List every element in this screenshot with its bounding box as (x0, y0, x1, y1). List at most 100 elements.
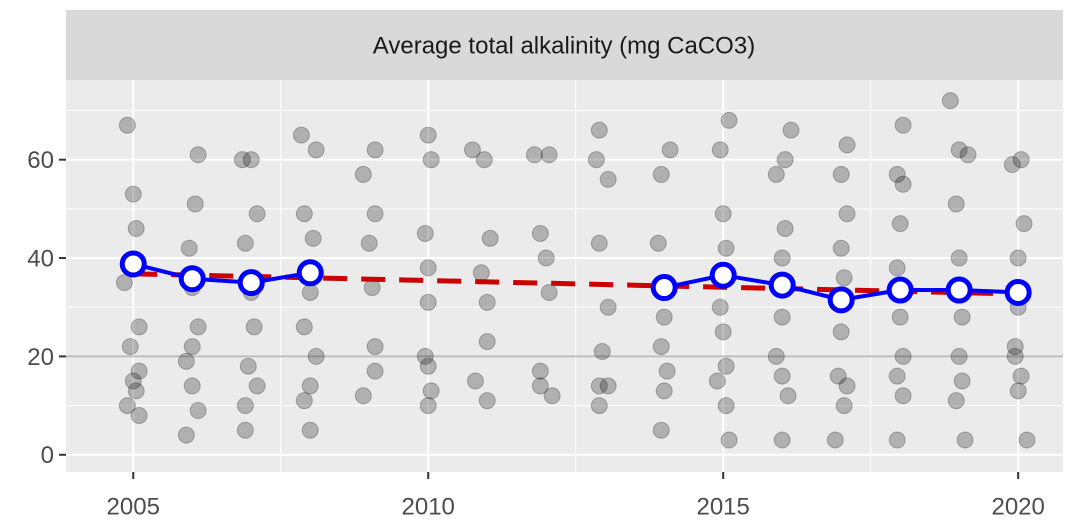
point (189, 318, 207, 336)
point (481, 229, 499, 247)
point (366, 362, 384, 380)
line (132, 262, 311, 285)
point (590, 397, 608, 415)
point (888, 367, 906, 385)
point (419, 126, 437, 144)
point (1012, 151, 1030, 169)
point (838, 377, 856, 395)
point (717, 397, 735, 415)
point (590, 377, 608, 395)
point (599, 298, 617, 316)
point (354, 165, 372, 183)
y-tick-label: 0 (41, 442, 54, 469)
point (472, 264, 490, 282)
point (832, 165, 850, 183)
point (888, 259, 906, 277)
point (779, 387, 797, 405)
point (894, 175, 912, 193)
point (652, 338, 670, 356)
point (360, 234, 378, 252)
point (658, 362, 676, 380)
point (419, 397, 437, 415)
point (189, 146, 207, 164)
marker (1004, 278, 1032, 306)
marker (945, 276, 973, 304)
point (295, 392, 313, 410)
point (1009, 249, 1027, 267)
point (242, 151, 260, 169)
point (475, 151, 493, 169)
point (540, 283, 558, 301)
point (1012, 367, 1030, 385)
point (773, 431, 791, 449)
point (894, 347, 912, 365)
point (130, 318, 148, 336)
point (531, 362, 549, 380)
point (186, 195, 204, 213)
point (773, 367, 791, 385)
point (245, 318, 263, 336)
point (661, 141, 679, 159)
point (543, 387, 561, 405)
marker (827, 286, 855, 314)
point (593, 342, 611, 360)
point (248, 377, 266, 395)
point (838, 205, 856, 223)
point (767, 165, 785, 183)
point (478, 392, 496, 410)
point (301, 283, 319, 301)
point (307, 141, 325, 159)
point (590, 121, 608, 139)
point (419, 357, 437, 375)
point (180, 239, 198, 257)
point (838, 136, 856, 154)
point (307, 347, 325, 365)
point (953, 308, 971, 326)
x-tick-label: 2020 (991, 493, 1044, 520)
point (124, 372, 142, 390)
y-tick-label: 20 (27, 344, 54, 371)
point (301, 377, 319, 395)
point (894, 116, 912, 134)
point (363, 279, 381, 297)
point (782, 121, 800, 139)
point (236, 397, 254, 415)
point (947, 392, 965, 410)
point (959, 146, 977, 164)
point (177, 352, 195, 370)
point (947, 195, 965, 213)
point (118, 397, 136, 415)
point (236, 234, 254, 252)
point (419, 293, 437, 311)
point (655, 382, 673, 400)
point (183, 377, 201, 395)
x-tick-label: 2010 (402, 493, 455, 520)
point (714, 323, 732, 341)
point (717, 357, 735, 375)
point (248, 205, 266, 223)
point (720, 431, 738, 449)
marker (237, 269, 265, 297)
point (711, 141, 729, 159)
point (127, 220, 145, 238)
point (1018, 431, 1036, 449)
point (1006, 347, 1024, 365)
point (478, 333, 496, 351)
point (950, 141, 968, 159)
point (127, 382, 145, 400)
point (835, 269, 853, 287)
marker (709, 261, 737, 289)
point (1009, 382, 1027, 400)
point (537, 249, 555, 267)
point (711, 298, 729, 316)
point (366, 338, 384, 356)
chart-title: Average total alkalinity (mg CaCO3) (373, 32, 755, 59)
point (124, 185, 142, 203)
point (292, 126, 310, 144)
point (599, 377, 617, 395)
point (655, 308, 673, 326)
point (177, 426, 195, 444)
point (832, 323, 850, 341)
point (652, 165, 670, 183)
point (422, 382, 440, 400)
